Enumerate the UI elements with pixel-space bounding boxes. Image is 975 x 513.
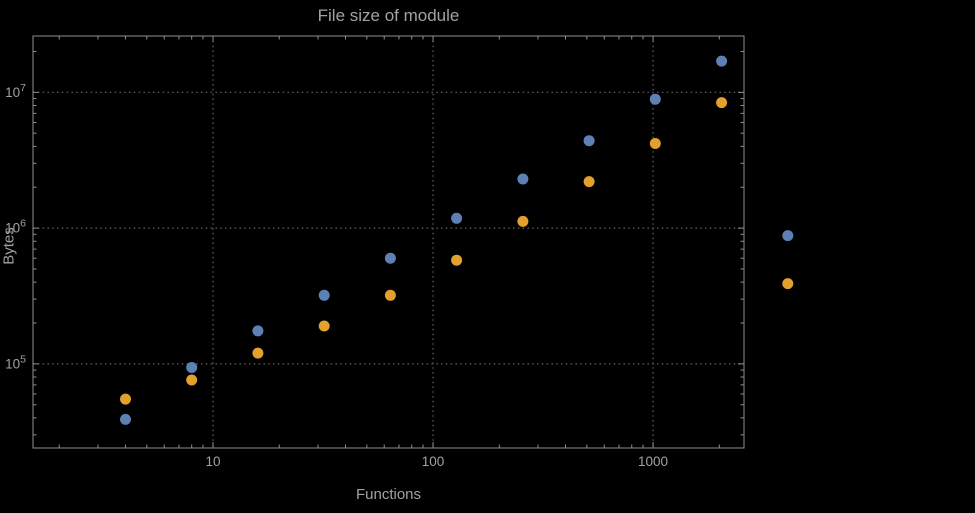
- data-point-orange-series: [583, 176, 595, 188]
- data-point-blue-series: [517, 173, 529, 185]
- data-point-orange-series: [649, 138, 661, 149]
- data-point-orange-series: [517, 215, 529, 227]
- plot-frame: [32, 35, 745, 449]
- data-point-blue-series: [649, 93, 661, 105]
- data-point-blue-series: [782, 230, 794, 242]
- y-tick-label: 106: [5, 218, 26, 236]
- y-tick-label: 105: [5, 353, 26, 371]
- data-point-blue-series: [451, 212, 463, 224]
- data-point-blue-series: [318, 289, 330, 301]
- data-point-blue-series: [716, 55, 728, 67]
- data-point-blue-series: [186, 362, 198, 373]
- data-point-orange-series: [384, 289, 396, 301]
- y-tick-label: 107: [5, 82, 26, 100]
- chart-title: File size of module: [317, 6, 460, 25]
- data-point-blue-series: [120, 413, 131, 425]
- data-point-blue-series: [384, 252, 396, 264]
- data-point-orange-series: [120, 393, 131, 405]
- data-point-orange-series: [318, 320, 330, 332]
- x-axis-label: Functions: [355, 486, 422, 503]
- x-tick-label: 100: [422, 454, 445, 469]
- data-point-orange-series: [716, 97, 728, 109]
- y-axis-label: Bytes: [0, 227, 18, 265]
- data-point-blue-series: [583, 135, 595, 147]
- x-tick-label: 10: [205, 454, 220, 469]
- data-point-blue-series: [252, 325, 264, 337]
- data-point-orange-series: [782, 278, 794, 290]
- x-tick-label: 1000: [638, 454, 668, 469]
- data-point-orange-series: [186, 374, 198, 386]
- data-point-orange-series: [451, 254, 463, 266]
- data-point-orange-series: [252, 347, 264, 359]
